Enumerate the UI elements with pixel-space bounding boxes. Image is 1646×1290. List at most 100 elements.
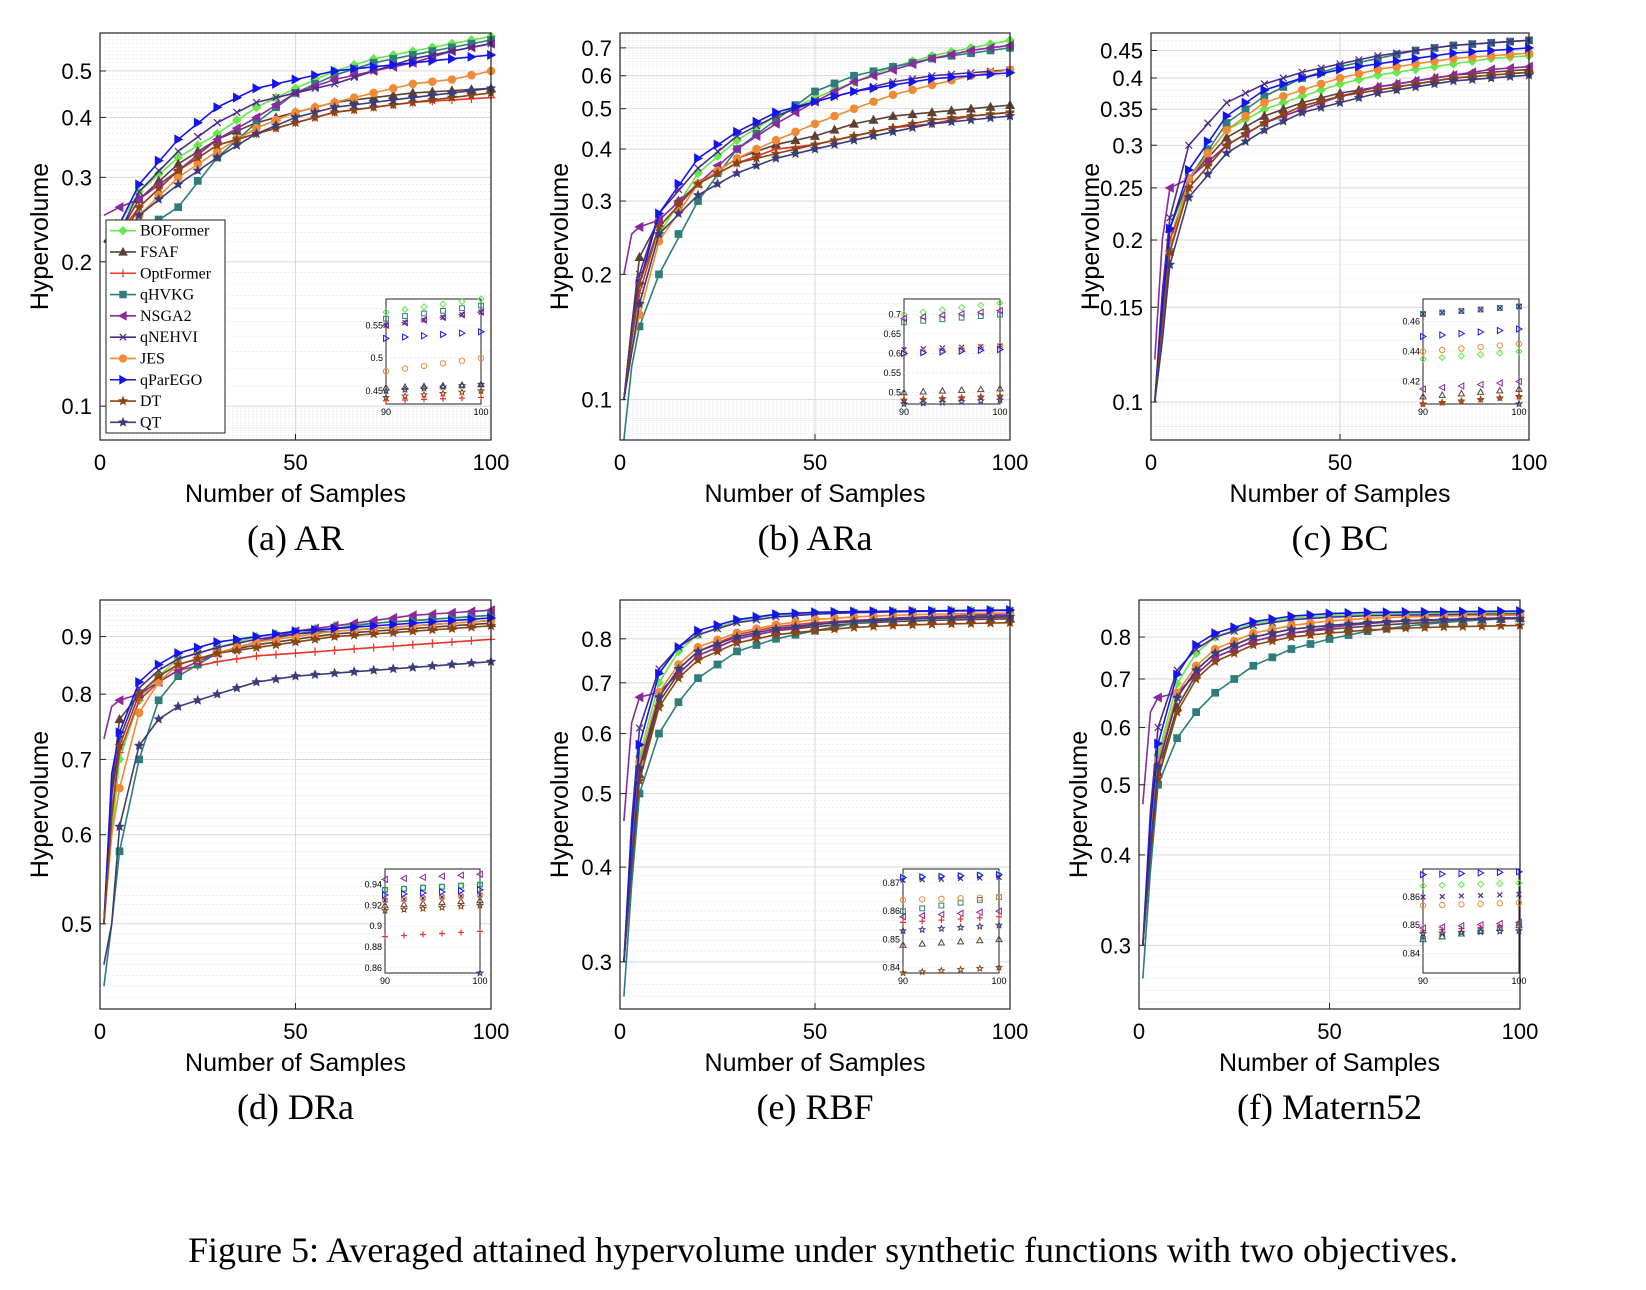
chart-2-point-qt-20 — [1221, 147, 1232, 158]
chart-0-point-qnehvi-90 — [448, 47, 456, 55]
chart-4-inset-point-qhvkg-90 — [900, 908, 906, 915]
chart-1-point-qparego-65 — [869, 83, 879, 94]
chart-0-point-nsga2-45 — [270, 99, 280, 110]
chart-4-ytick-label: 0.6 — [581, 722, 612, 747]
chart-2-point-qnehvi-80 — [1449, 41, 1458, 50]
chart-3-point-nsga2-85 — [427, 609, 437, 620]
chart-4-point-qparego-15 — [674, 642, 684, 653]
chart-2-point-qhvkg-65 — [1392, 50, 1401, 59]
chart-2-inset-point-qhvkg-100 — [1516, 303, 1522, 310]
chart-5-inset-point-nsga2-90 — [1418, 924, 1426, 932]
chart-5-inset-point-qnehvi-98 — [1496, 892, 1503, 898]
chart-5-panel: 0.3 0.4 0.5 0.6 0.7 0.8 0 50 100 Number of Sample… — [1065, 599, 1538, 1127]
chart-3-xtick-label: 50 — [283, 1019, 307, 1044]
chart-2-inset-point-dt-94 — [1457, 396, 1466, 405]
chart-0-legend-marker-qhvkg — [119, 290, 127, 299]
chart-3-ytick-label: 0.5 — [61, 912, 92, 937]
chart-0-inset-point-nsga2-100 — [476, 308, 484, 316]
chart-2-point-jes-55 — [1354, 69, 1364, 78]
chart-0-point-qt-35 — [231, 139, 243, 150]
chart-0-point-qparego-60 — [330, 65, 340, 77]
chart-0-point-dt-30 — [212, 139, 223, 150]
chart-1-point-qparego-10 — [655, 208, 665, 219]
chart-0-point-qparego-90 — [448, 53, 458, 64]
chart-3-ytick-label: 0.8 — [61, 682, 92, 707]
chart-4-inset-point-jes-94 — [938, 895, 945, 902]
chart-4-inset-point-nsga2-98 — [975, 908, 983, 917]
chart-0-inset-ytick-label: 0.55 — [365, 320, 383, 330]
chart-0-inset-point-jes-96 — [439, 360, 447, 367]
chart-1-inset-point-qt-98 — [976, 396, 985, 405]
chart-4-point-qt-75 — [907, 613, 918, 624]
chart-2-inset-point-qt-100 — [1514, 399, 1524, 408]
chart-1-point-fsaf-70 — [887, 110, 899, 120]
chart-5-point-qt-5 — [1152, 760, 1164, 771]
chart-1-point-fsaf-75 — [907, 108, 918, 119]
chart-4-point-dt-60 — [848, 621, 860, 632]
chart-3-inset-point-optformer-96 — [439, 930, 445, 937]
chart-0-point-dt-25 — [192, 152, 203, 162]
chart-1-point-qhvkg-10 — [655, 270, 663, 279]
chart-0-point-qparego-50 — [291, 74, 301, 85]
chart-4-inset-point-dt-100 — [994, 963, 1004, 971]
chart-0-inset-point-qnehvi-96 — [440, 314, 446, 321]
chart-3-inset-point-qparego-100 — [477, 885, 485, 894]
chart-4-point-qhvkg-25 — [713, 660, 722, 669]
chart-5-point-qhvkg-50 — [1325, 635, 1334, 643]
chart-0-ylabel: Hypervolume — [26, 163, 54, 310]
chart-4-inset-point-optformer-98 — [976, 914, 983, 921]
chart-4-ytick-label: 0.8 — [581, 627, 612, 652]
figure-panels: 0.1 0.2 0.3 0.4 0.5 0 50 100 Number of Samples Hy… — [26, 31, 1547, 1127]
chart-1-point-qhvkg-20 — [694, 197, 702, 205]
chart-5-inset-point-boformer-100 — [1515, 879, 1523, 887]
chart-1-point-qt-95 — [985, 112, 996, 123]
chart-4-xlabel: Number of Samples — [705, 1049, 926, 1077]
chart-0-point-jes-75 — [388, 84, 398, 93]
chart-3-ylabel: Hypervolume — [26, 731, 54, 878]
chart-0-inset-point-boformer-92 — [401, 305, 409, 314]
chart-0-inset-point-dt-90 — [381, 393, 391, 401]
chart-5-point-dt-50 — [1324, 627, 1335, 638]
chart-2-point-qnehvi-85 — [1468, 40, 1477, 48]
chart-3-inset-point-dt-98 — [456, 902, 466, 910]
chart-2-inset-point-fsaf-94 — [1457, 389, 1466, 397]
chart-2-point-qparego-80 — [1449, 48, 1459, 59]
chart-5-inset-point-jes-94 — [1458, 901, 1465, 908]
chart-1-inset-point-nsga2-92 — [919, 313, 927, 321]
chart-0-point-dt-75 — [388, 99, 399, 110]
chart-4-ylabel: Hypervolume — [546, 731, 574, 878]
chart-0-point-dt-90 — [446, 92, 458, 103]
chart-3-point-dt-90 — [446, 623, 458, 633]
chart-3-inset-point-jes-92 — [400, 895, 408, 903]
chart-4-inset-point-optformer-100 — [996, 913, 1002, 920]
chart-1-inset-point-qparego-90 — [901, 349, 909, 358]
chart-1-inset-point-nsga2-100 — [995, 306, 1003, 315]
chart-3-point-qhvkg-5 — [115, 847, 124, 856]
chart-5-inset-point-qhvkg-90 — [1420, 936, 1426, 943]
chart-3-point-optformer-40 — [252, 651, 261, 661]
chart-2-ytick-label: 0.1 — [1112, 390, 1143, 415]
chart-3-inset-point-qnehvi-100 — [477, 892, 483, 898]
chart-4-inset-point-fsaf-100 — [995, 935, 1003, 943]
chart-5-point-dt-75 — [1419, 622, 1430, 632]
chart-3-inset-point-nsga2-96 — [437, 872, 445, 881]
chart-0-point-boformer-35 — [231, 115, 242, 125]
chart-4-inset-point-qparego-94 — [938, 872, 946, 881]
chart-1-inset-point-qparego-100 — [997, 345, 1005, 354]
chart-3-point-qt-30 — [212, 688, 223, 699]
chart-5-point-qt-60 — [1362, 617, 1373, 628]
chart-0-point-qt-95 — [466, 85, 477, 96]
chart-3-point-nsga2-90 — [446, 607, 456, 618]
chart-5-point-qparego-60 — [1363, 607, 1373, 618]
chart-2-inset-point-boformer-90 — [1419, 355, 1427, 363]
chart-0-point-qnehvi-25 — [193, 132, 202, 141]
chart-0-point-qt-85 — [427, 89, 438, 100]
chart-3-point-qt-70 — [368, 664, 379, 675]
chart-2-ytick-label: 0.45 — [1100, 39, 1143, 64]
chart-4-inset-point-qt-90 — [898, 926, 908, 935]
chart-1-point-nsga2-40 — [770, 118, 780, 129]
chart-4-inset-point-dt-90 — [898, 968, 908, 977]
chart-3-point-qt-25 — [192, 694, 203, 705]
chart-2-inset-point-boformer-94 — [1457, 352, 1466, 360]
chart-5-point-qparego-35 — [1268, 613, 1278, 624]
